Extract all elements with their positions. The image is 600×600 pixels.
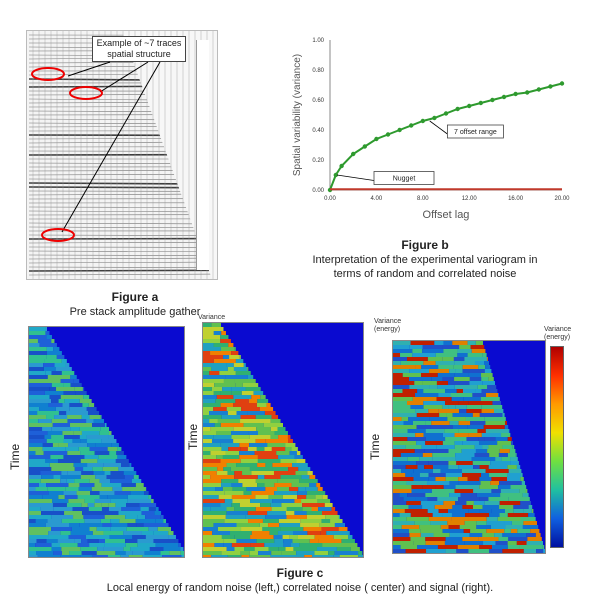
figure-b-caption: Figure b Interpretation of the experimen… bbox=[300, 238, 550, 281]
nugget-pointer bbox=[336, 174, 375, 181]
range-annotation: 7 offset range bbox=[454, 129, 497, 136]
variogram-point bbox=[513, 91, 518, 97]
variogram-point bbox=[478, 100, 483, 106]
nugget-box bbox=[373, 171, 435, 185]
y-axis-title: Spatial variability (variance) bbox=[292, 54, 303, 176]
variogram-point bbox=[374, 136, 379, 142]
y-tick-label: 0.40 bbox=[312, 128, 324, 134]
variogram-point bbox=[420, 118, 425, 124]
variogram-point bbox=[455, 106, 460, 112]
variance-label-1: Variance bbox=[198, 314, 226, 321]
signal-energy-panel bbox=[392, 340, 546, 554]
variogram-point bbox=[362, 144, 367, 149]
variogram-line bbox=[329, 82, 563, 191]
highlight-ellipse-3 bbox=[41, 228, 75, 242]
gather-amplitude-scale bbox=[196, 40, 209, 270]
random-noise-heatmap bbox=[29, 327, 184, 557]
x-tick-label: 4.00 bbox=[371, 196, 383, 202]
figure-a-title: Figure a bbox=[111, 290, 159, 304]
figure-a-subtitle: Pre stack amplitude gather bbox=[69, 306, 201, 318]
highlight-ellipse-1 bbox=[31, 67, 65, 81]
correlated-noise-energy-panel bbox=[202, 322, 364, 558]
variogram-point bbox=[385, 132, 391, 137]
variance-label-3: Variance (energy) bbox=[544, 326, 572, 341]
variogram-point bbox=[397, 127, 402, 133]
highlight-ellipse-2 bbox=[69, 86, 103, 100]
variogram-point bbox=[559, 81, 565, 86]
variogram-point bbox=[490, 97, 495, 103]
traces-callout-text: Example of ~7 traces spatial structure bbox=[96, 38, 182, 59]
x-tick-label: 12.00 bbox=[462, 196, 478, 202]
traces-callout: Example of ~7 traces spatial structure bbox=[92, 36, 186, 62]
x-tick-label: 0.00 bbox=[324, 196, 336, 202]
variogram-point bbox=[467, 103, 472, 109]
y-tick-label: 0.80 bbox=[312, 68, 324, 74]
variogram-point bbox=[443, 111, 449, 116]
y-tick-label: 0.60 bbox=[312, 98, 324, 104]
x-axis-title: Offset lag bbox=[423, 209, 470, 221]
time-axis-label-1: Time bbox=[8, 443, 22, 470]
x-tick-label: 8.00 bbox=[417, 196, 429, 202]
figure-c-caption: Figure c Local energy of random noise (l… bbox=[30, 566, 570, 595]
variance-label-2: Variance (energy) bbox=[374, 318, 402, 333]
x-tick-label: 20.00 bbox=[554, 196, 570, 202]
figure-c-title: Figure c bbox=[276, 566, 324, 580]
variogram-point bbox=[536, 87, 541, 92]
signal-heatmap bbox=[393, 341, 545, 553]
variogram-point bbox=[525, 90, 530, 95]
energy-color-scale bbox=[550, 346, 564, 548]
range-box bbox=[446, 124, 504, 139]
figure-b-caption-line1: Interpretation of the experimental vario… bbox=[312, 254, 538, 266]
x-tick-label: 16.00 bbox=[508, 196, 524, 202]
random-noise-energy-panel bbox=[28, 326, 185, 558]
y-tick-label: 0.00 bbox=[312, 188, 324, 194]
variogram-chart: 0.00 0.20 0.40 0.60 0.80 1.00 0.00 4.00 8.00 12.0… bbox=[280, 30, 580, 260]
y-tick-label: 1.00 bbox=[312, 38, 324, 44]
variogram-point bbox=[339, 163, 344, 169]
correlated-noise-heatmap bbox=[203, 323, 363, 557]
figure-a-caption: Figure a Pre stack amplitude gather bbox=[40, 290, 230, 319]
variogram-point bbox=[409, 123, 414, 128]
variogram-point bbox=[333, 172, 338, 178]
variogram-point bbox=[432, 115, 437, 121]
nugget-annotation: Nugget bbox=[393, 176, 416, 183]
variogram-point bbox=[548, 84, 553, 89]
figure-b-caption-line2: terms of random and correlated noise bbox=[333, 268, 517, 280]
variogram-point bbox=[351, 151, 356, 157]
y-tick-label: 0.20 bbox=[312, 158, 324, 164]
variogram-point bbox=[501, 94, 507, 100]
figure-b-title: Figure b bbox=[401, 238, 449, 252]
time-axis-label-3: Time bbox=[368, 433, 382, 460]
variogram-svg: 0.00 0.20 0.40 0.60 0.80 1.00 0.00 4.00 8.00 12.0… bbox=[292, 38, 570, 221]
range-pointer bbox=[429, 120, 448, 135]
time-axis-label-2: Time bbox=[186, 423, 200, 450]
figure-c-caption-text: Local energy of random noise (left,) cor… bbox=[106, 582, 494, 594]
